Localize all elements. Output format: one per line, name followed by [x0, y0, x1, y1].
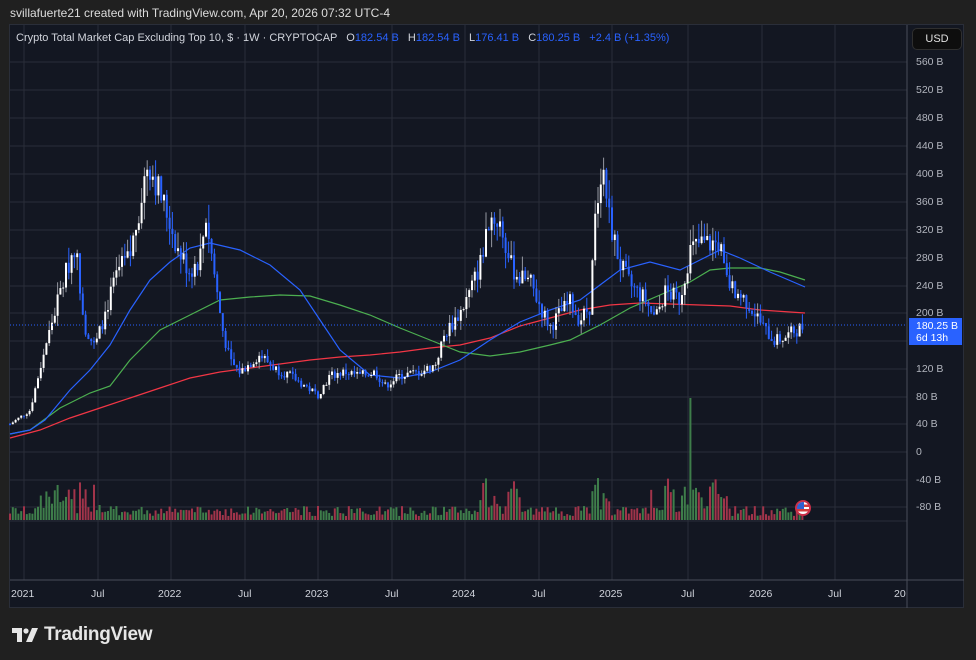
y-tick: 360 B: [916, 196, 943, 208]
y-tick: 560 B: [916, 56, 943, 68]
y-tick: 40 B: [916, 418, 938, 430]
y-tick: 80 B: [916, 391, 938, 403]
last-price-value: 180.25 B: [916, 320, 959, 332]
y-tick: 320 B: [916, 224, 943, 236]
ma-fast-line: [9, 242, 806, 435]
last-price-tag: 180.25 B 6d 13h: [909, 318, 962, 345]
y-tick: 200 B: [916, 307, 943, 319]
x-tick: Jul: [91, 588, 104, 600]
x-tick: Jul: [828, 588, 841, 600]
y-tick: 280 B: [916, 252, 943, 264]
x-tick: 2023: [305, 588, 329, 600]
ohlc-legend[interactable]: Crypto Total Market Cap Excluding Top 10…: [16, 32, 669, 44]
tradingview-logo: TradingView: [12, 624, 153, 646]
price-axis[interactable]: 560 B 520 B 480 B 440 B 400 B 360 B 320 …: [916, 56, 943, 513]
y-tick: 520 B: [916, 84, 943, 96]
bar-countdown: 6d 13h: [916, 332, 949, 344]
x-tick: 20: [894, 588, 906, 600]
x-tick: 2022: [158, 588, 182, 600]
y-tick: 120 B: [916, 363, 943, 375]
x-tick: 2024: [452, 588, 476, 600]
brand-name: TradingView: [44, 624, 153, 645]
open-value: 182.54 B: [354, 32, 399, 44]
grid-lines: [10, 25, 907, 580]
y-tick: -40 B: [916, 474, 941, 486]
x-tick: Jul: [385, 588, 398, 600]
time-axis[interactable]: 2021 Jul 2022 Jul 2023 Jul 2024 Jul 2025…: [11, 588, 906, 600]
high-value: 182.54 B: [415, 32, 460, 44]
y-tick: 0: [916, 446, 922, 458]
x-tick: 2021: [11, 588, 35, 600]
chart-caption: svillafuerte21 created with TradingView.…: [10, 6, 390, 20]
us-flag-event-icon[interactable]: [795, 500, 811, 516]
y-tick: 400 B: [916, 168, 943, 180]
symbol-title: Crypto Total Market Cap Excluding Top 10…: [16, 32, 338, 44]
ma-mid-line: [9, 267, 806, 435]
high-label: H: [407, 32, 416, 44]
open-label: O: [346, 32, 355, 44]
price-candles: [9, 157, 804, 426]
y-tick: 480 B: [916, 112, 943, 124]
tv-logo-icon: [12, 628, 38, 642]
volume-bars: [9, 398, 804, 520]
y-tick: 440 B: [916, 140, 943, 152]
x-tick: 2026: [749, 588, 773, 600]
x-tick: 2025: [599, 588, 623, 600]
close-value: 180.25 B: [536, 32, 581, 44]
x-tick: Jul: [532, 588, 545, 600]
currency-button[interactable]: USD: [912, 28, 962, 50]
change-value: +2.4 B (+1.35%): [589, 32, 670, 44]
low-label: L: [468, 32, 476, 44]
y-tick: 240 B: [916, 280, 943, 292]
x-tick: Jul: [681, 588, 694, 600]
x-tick: Jul: [238, 588, 251, 600]
low-value: 176.41 B: [475, 32, 520, 44]
y-tick: -80 B: [916, 501, 941, 513]
close-label: C: [528, 32, 537, 44]
